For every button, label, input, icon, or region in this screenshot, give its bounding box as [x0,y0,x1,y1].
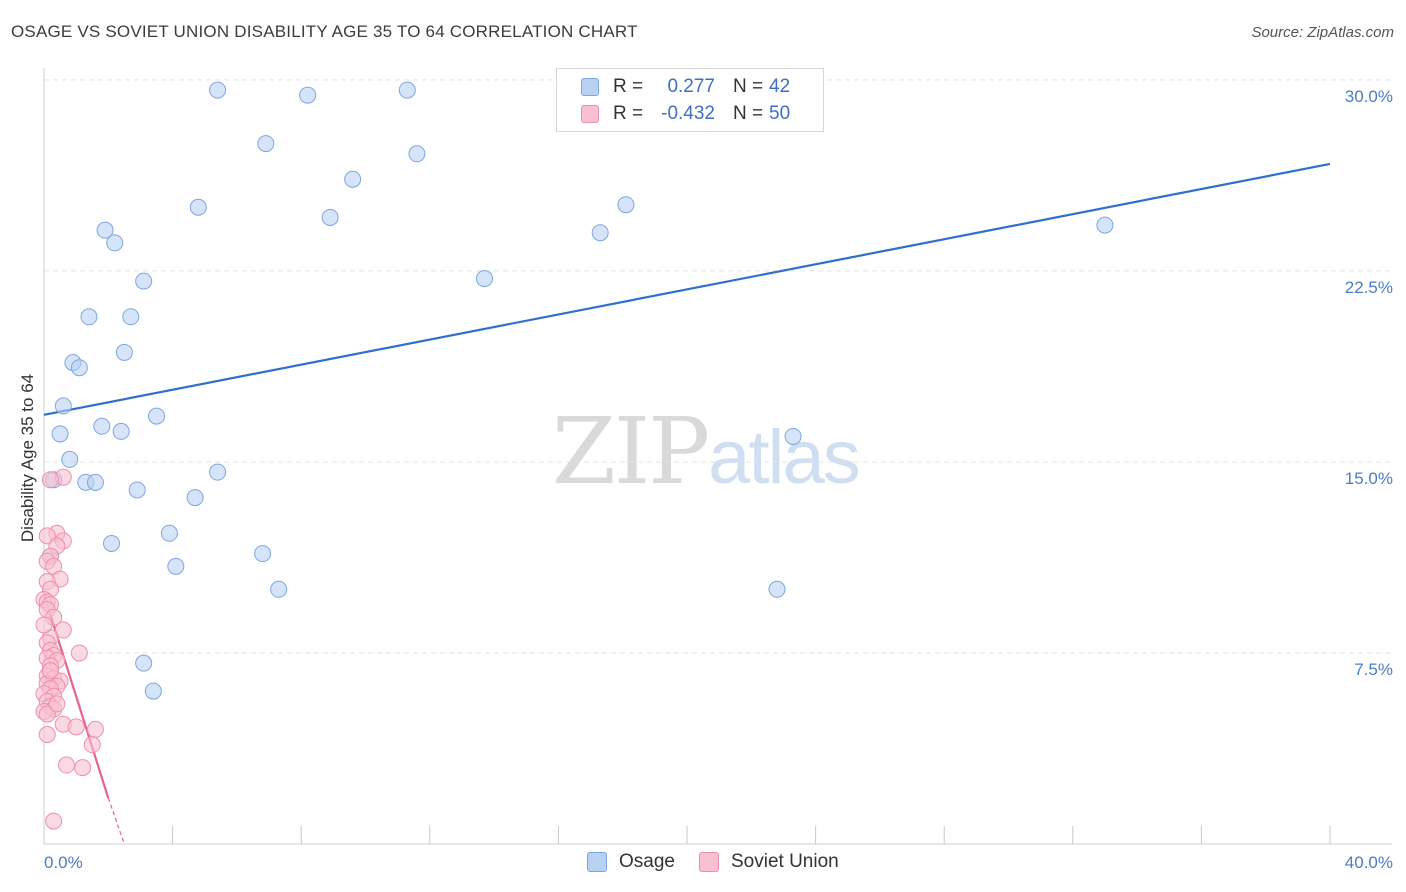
osage-point [80,308,98,326]
osage-point [51,425,69,443]
osage-point [475,270,493,288]
correlation-legend: R = 0.277 N = 42 R = -0.432 N = 50 [556,68,824,132]
osage-point [209,81,227,99]
osage-trendline [43,162,1331,416]
osage-point [128,481,146,499]
soviet-point [48,695,66,713]
r-label: R = [613,103,644,124]
n-label: N = [733,103,764,124]
osage-point [257,135,275,153]
osage-point [106,234,124,252]
osage-point [70,359,88,377]
r-label: R = [613,76,644,97]
n-label: N = [733,76,764,97]
osage-point [148,407,166,425]
soviet-trendline-extension [107,797,125,845]
soviet-point [86,720,104,738]
soviet-point [54,621,72,639]
osage-point [270,580,288,598]
osage-point [321,208,339,226]
legend-item-soviet: Soviet Union [698,851,839,873]
osage-point [591,224,609,242]
osage-point [135,654,153,672]
osage-point [209,463,227,481]
osage-point [122,308,140,326]
osage-point [61,450,79,468]
trendlines [42,162,1331,845]
osage-point [135,272,153,290]
watermark-atlas: atlas [708,415,861,500]
osage-point [93,417,111,435]
y-tick-7-5: 7.5% [1354,660,1393,679]
osage-point [186,489,204,507]
osage-swatch [581,78,599,96]
x-tick-max: 40.0% [1344,853,1393,872]
soviet-swatch [581,105,599,123]
osage-point [167,557,185,575]
n-value: 42 [769,76,791,97]
soviet-point [45,812,63,830]
osage-point [144,682,162,700]
osage-point [768,580,786,598]
legend-row-osage: R = 0.277 N = 42 [581,74,790,100]
data-points [35,81,1114,830]
y-tick-22-5: 22.5% [1344,278,1393,297]
legend-row-soviet: R = -0.432 N = 50 [581,101,790,127]
osage-point [96,221,114,239]
osage-point [54,397,72,415]
soviet-trendline [42,594,110,799]
osage-point [86,473,104,491]
gridlines [44,79,1392,654]
soviet-legend-swatch [698,852,719,872]
axes [43,68,1392,845]
soviet-point [58,756,76,774]
osage-legend-label: Osage [619,851,675,872]
osage-point [784,427,802,445]
legend-item-osage: Osage [587,851,675,873]
r-value: 0.277 [667,76,715,97]
x-tick-min: 0.0% [44,853,83,872]
soviet-point [74,759,92,777]
soviet-point [41,662,59,680]
osage-point [189,198,207,216]
osage-point [254,545,272,563]
osage-point [617,196,635,214]
osage-point [398,81,416,99]
r-value: -0.432 [661,103,715,124]
source-credit: Source: ZipAtlas.com [1251,24,1394,41]
osage-point [115,343,133,361]
soviet-point [38,725,56,743]
watermark-zip: ZIP [552,398,710,505]
soviet-point [83,736,101,754]
osage-point [344,170,362,188]
soviet-legend-label: Soviet Union [730,851,839,872]
soviet-point [67,718,85,736]
y-tick-30: 30.0% [1344,87,1393,106]
osage-point [1096,216,1114,234]
zipatlas-watermark: ZIPatlas [552,398,861,505]
soviet-point [35,616,53,634]
osage-point [112,422,130,440]
chart-title: OSAGE VS SOVIET UNION DISABILITY AGE 35 … [11,22,638,41]
soviet-point [41,471,59,489]
osage-point [103,534,121,552]
osage-point [299,86,317,104]
osage-legend-swatch [587,852,607,872]
y-tick-15: 15.0% [1344,469,1393,488]
osage-point [160,524,178,542]
osage-point [408,145,426,163]
n-value: 50 [769,103,791,124]
soviet-point [70,644,88,662]
series-legend: Osage Soviet Union [587,851,863,873]
